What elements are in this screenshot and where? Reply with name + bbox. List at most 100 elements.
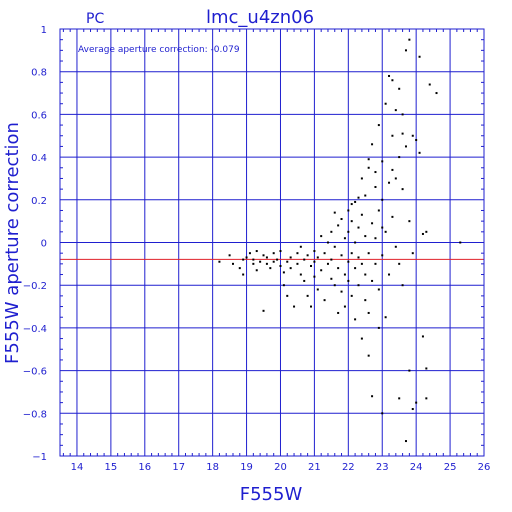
data-point bbox=[364, 194, 367, 197]
data-point bbox=[401, 132, 404, 135]
data-point bbox=[286, 294, 289, 297]
data-point bbox=[354, 267, 357, 270]
data-point bbox=[347, 230, 350, 233]
data-point bbox=[333, 211, 336, 214]
data-point bbox=[428, 83, 431, 86]
data-point bbox=[391, 134, 394, 137]
data-point bbox=[408, 220, 411, 223]
data-point bbox=[303, 279, 306, 282]
data-point bbox=[411, 134, 414, 137]
data-point bbox=[299, 245, 302, 248]
x-tick-label: 26 bbox=[478, 462, 491, 473]
data-point bbox=[354, 318, 357, 321]
data-point bbox=[350, 294, 353, 297]
data-point bbox=[404, 440, 407, 443]
data-point bbox=[364, 235, 367, 238]
data-point bbox=[425, 230, 428, 233]
data-point bbox=[360, 213, 363, 216]
data-point bbox=[333, 245, 336, 248]
y-tick-label: 1 bbox=[41, 25, 47, 36]
data-point bbox=[296, 252, 299, 255]
data-point bbox=[306, 254, 309, 257]
data-point bbox=[364, 299, 367, 302]
x-tick-label: 14 bbox=[71, 462, 84, 473]
data-point bbox=[394, 245, 397, 248]
data-point bbox=[418, 55, 421, 58]
x-tick-label: 17 bbox=[172, 462, 185, 473]
data-point bbox=[425, 397, 428, 400]
data-point bbox=[343, 237, 346, 240]
data-point bbox=[272, 260, 275, 263]
data-point bbox=[255, 250, 258, 253]
data-point bbox=[357, 196, 360, 199]
data-point bbox=[323, 252, 326, 255]
data-point bbox=[343, 305, 346, 308]
data-point bbox=[276, 258, 279, 261]
data-point bbox=[421, 232, 424, 235]
data-point bbox=[218, 260, 221, 263]
data-point bbox=[326, 262, 329, 265]
data-point bbox=[360, 337, 363, 340]
data-point bbox=[357, 226, 360, 229]
data-point bbox=[354, 200, 357, 203]
data-points bbox=[218, 38, 462, 443]
data-point bbox=[398, 262, 401, 265]
x-axis-label: F555W bbox=[240, 484, 303, 505]
data-point bbox=[371, 395, 374, 398]
x-tick-label: 24 bbox=[410, 462, 423, 473]
data-point bbox=[401, 284, 404, 287]
data-point bbox=[404, 49, 407, 52]
data-point bbox=[330, 230, 333, 233]
x-tick-label: 22 bbox=[342, 462, 355, 473]
plot-frame bbox=[59, 28, 485, 457]
chart-title: lmc_u4zn06 bbox=[206, 7, 314, 28]
data-point bbox=[293, 305, 296, 308]
data-point bbox=[299, 273, 302, 276]
data-point bbox=[354, 241, 357, 244]
data-point bbox=[289, 267, 292, 270]
data-point bbox=[313, 250, 316, 253]
data-point bbox=[316, 288, 319, 291]
y-tick-label: −0.2 bbox=[23, 281, 47, 292]
data-point bbox=[415, 139, 418, 142]
data-point bbox=[272, 252, 275, 255]
tick-labels: 14 15 16 17 18 19 20 21 22 23 24 25 26 −1 −0.8 −0.6 −0.4… bbox=[23, 25, 491, 473]
data-point bbox=[459, 241, 462, 244]
data-point bbox=[333, 284, 336, 287]
data-point bbox=[255, 269, 258, 272]
data-point bbox=[371, 143, 374, 146]
data-point bbox=[377, 209, 380, 212]
data-point bbox=[265, 262, 268, 265]
x-tick-label: 16 bbox=[138, 462, 151, 473]
data-point bbox=[296, 262, 299, 265]
data-point bbox=[398, 397, 401, 400]
data-point bbox=[367, 252, 370, 255]
data-point bbox=[350, 220, 353, 223]
data-point bbox=[252, 258, 255, 261]
data-point bbox=[398, 87, 401, 90]
data-point bbox=[411, 408, 414, 411]
data-point bbox=[340, 254, 343, 257]
data-point bbox=[391, 168, 394, 171]
data-point bbox=[238, 267, 241, 270]
data-point bbox=[248, 252, 251, 255]
data-point bbox=[435, 92, 438, 95]
data-point bbox=[313, 275, 316, 278]
x-tick-label: 15 bbox=[105, 462, 118, 473]
data-point bbox=[337, 311, 340, 314]
data-point bbox=[259, 260, 262, 263]
data-point bbox=[242, 273, 245, 276]
data-point bbox=[350, 203, 353, 206]
data-point bbox=[360, 177, 363, 180]
data-point bbox=[306, 294, 309, 297]
data-point bbox=[310, 264, 313, 267]
data-point bbox=[347, 209, 350, 212]
data-point bbox=[404, 145, 407, 148]
data-point bbox=[411, 252, 414, 255]
grid-lines bbox=[60, 28, 485, 457]
data-point bbox=[418, 151, 421, 154]
data-point bbox=[367, 158, 370, 161]
y-axis-label: F555W aperture correction bbox=[2, 122, 23, 364]
data-point bbox=[367, 311, 370, 314]
data-point bbox=[388, 74, 391, 77]
